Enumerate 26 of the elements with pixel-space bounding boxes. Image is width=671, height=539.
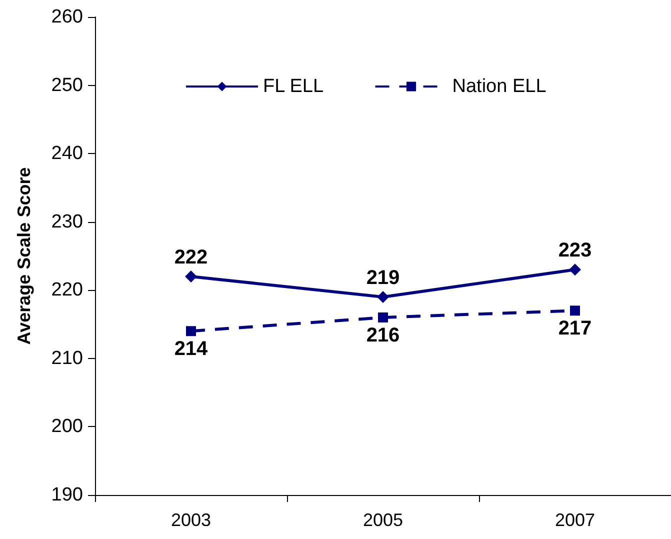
data-label: 223	[558, 240, 592, 262]
y-tick-label: 190	[51, 484, 83, 506]
x-tick-label: 2007	[554, 510, 596, 530]
y-tick-label: 230	[51, 211, 83, 232]
y-tick-label: 200	[51, 416, 83, 438]
point	[377, 290, 389, 303]
legend-label: Nation ELL	[452, 76, 546, 97]
point	[185, 270, 197, 282]
y-tick-label: 220	[51, 280, 83, 301]
data-label: 219	[366, 266, 400, 289]
data-label: 222	[174, 246, 208, 268]
data-label: 216	[366, 324, 400, 346]
y-tick-label: 250	[51, 74, 83, 96]
legend-label: FL ELL	[263, 76, 324, 97]
x-tick-label: 2003	[170, 510, 212, 530]
data-label: 217	[558, 318, 592, 340]
data-label: 214	[174, 338, 209, 360]
y-axis-title: Average Scale Score	[14, 167, 34, 345]
y-tick-label: 240	[51, 143, 83, 164]
point	[186, 326, 196, 336]
x-tick-label: 2005	[362, 510, 404, 530]
y-tick-label: 260	[51, 6, 83, 28]
y-tick-label: 210	[51, 348, 83, 369]
point	[378, 312, 388, 322]
point	[570, 306, 580, 316]
point	[569, 264, 581, 276]
